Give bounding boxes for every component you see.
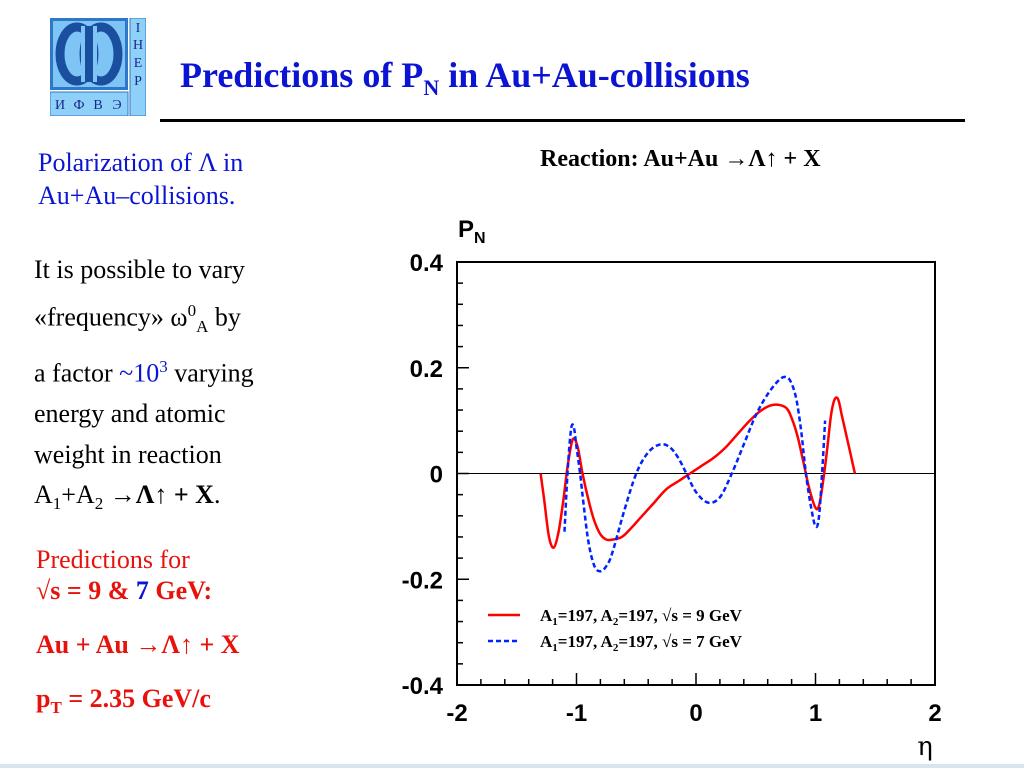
legend-label-part: A (540, 606, 553, 625)
logo-bottom-letters: И Ф В Э (55, 98, 122, 113)
y-tick-label: 0 (430, 462, 443, 489)
y-tick-label: 0.4 (410, 250, 444, 277)
legend-label-part: =197, A (558, 632, 614, 651)
chart-title: Reaction: Au+Au →Λ↑ + X (540, 146, 821, 172)
logo-side-letter: I (136, 21, 141, 36)
polarization-chart: -2 -1 0 1 20.40.20-0.2-0.4 A1=197, A2=197, √… (402, 216, 942, 762)
predictions-line: √s = 9 & 7 GeV: (36, 575, 240, 607)
logo-bottom-letter: И (55, 98, 65, 113)
legend-label-part: 2 (613, 616, 619, 628)
logo-bottom-letter: Ф (73, 98, 84, 113)
slide-title: Predictions of PN in Au+Au-collisions (180, 54, 750, 101)
text-sup: 0 (187, 300, 197, 320)
text-sup: 3 (159, 356, 168, 376)
text-run: varying (167, 358, 254, 388)
tick-labels: -2 -1 0 1 2 0.4 0.2 0 -0.2 -0.4 (402, 250, 942, 727)
legend-label-part: =197, √s = 7 GeV (618, 632, 742, 651)
text-run-bold: Λ↑ + X (135, 480, 214, 509)
predictions-block: Predictions for √s = 9 & 7 GeV: Au + Au … (36, 545, 240, 724)
text-sub: 1 (52, 494, 62, 514)
description-line: energy and atomic (34, 399, 226, 428)
predictions-line: pT = 2.35 GeV/c (36, 683, 240, 724)
title-post: in Au+Au-collisions (439, 55, 750, 95)
legend-label-part: A (540, 632, 553, 651)
subtitle-line: Au+Au–collisions. (38, 181, 236, 210)
text-sub: A (196, 316, 209, 336)
description-line: A1+A2 →Λ↑ + X. (34, 475, 334, 525)
text-run-blue: ~10 (119, 358, 160, 388)
series-lines (539, 375, 857, 573)
text-run: A (34, 480, 53, 509)
text-run: a factor (34, 358, 120, 388)
predictions-line: Au + Au →Λ↑ + X (36, 630, 240, 659)
description-paragraph: It is possible to vary «frequency» ω0A b… (34, 250, 334, 525)
y-tick-label: -0.2 (402, 567, 443, 594)
subtitle-line: Polarization of Λ in (38, 148, 244, 177)
text-run-blue: 7 (135, 576, 149, 605)
left-subtitle: Polarization of Λ in Au+Au–collisions. (38, 146, 243, 212)
text-run: by (208, 302, 241, 332)
logo-bottom-letter: В (93, 98, 102, 113)
x-axis-label: η (917, 732, 933, 762)
description-line: It is possible to vary (34, 255, 245, 284)
legend-label-part: 1 (552, 616, 558, 628)
legend-label-part: =197, √s = 9 GeV (618, 606, 742, 625)
logo-side-letter: E (134, 56, 143, 71)
description-line: «frequency» ω0A by (34, 291, 334, 347)
text-run: . (213, 480, 221, 509)
title-pre: Predictions of P (180, 55, 424, 95)
text-run: «frequency» ω (34, 302, 188, 332)
axis-ticks (456, 261, 936, 686)
logo-bottom-letter: Э (112, 98, 121, 113)
title-sub: N (423, 75, 440, 101)
logo-side-letters: I H E P (133, 21, 143, 89)
legend-label: A1=197, A2=197, √s = 9 GeV (540, 606, 743, 628)
footer-line (0, 764, 1024, 768)
text-sub: T (50, 698, 62, 718)
legend-label: A1=197, A2=197, √s = 7 GeV (540, 632, 743, 654)
text-run: = 2.35 GeV/c (61, 684, 211, 713)
x-tick-label: 2 (928, 700, 941, 727)
ihep-logo: I H E P И Ф В Э (49, 17, 147, 117)
logo-side-letter: P (134, 74, 142, 89)
legend-label-part: 1 (552, 642, 558, 654)
legend-label-part: 2 (613, 642, 619, 654)
y-axis-label-main: P (458, 216, 474, 243)
series-line-9gev (539, 396, 857, 549)
text-run: GeV: (148, 576, 213, 605)
predictions-line: Predictions for (36, 545, 190, 574)
description-line: weight in reaction (34, 439, 222, 469)
logo-side-letter: H (133, 38, 143, 53)
x-tick-label: -2 (446, 700, 467, 727)
title-rule (160, 119, 965, 122)
description-line: a factor ~103 varying (34, 347, 334, 394)
x-tick-label: -1 (566, 700, 587, 727)
text-run: √s = 9 & (36, 576, 136, 605)
text-run: → (103, 480, 136, 509)
legend-label-part: =197, A (558, 606, 614, 625)
y-tick-label: 0.2 (410, 356, 443, 383)
y-tick-label: -0.4 (402, 673, 444, 700)
series-line-7gev (563, 375, 827, 573)
x-tick-label: 1 (809, 700, 822, 727)
text-sub: 2 (94, 494, 104, 514)
text-run: p (36, 684, 51, 713)
y-axis-label: PN (458, 216, 486, 247)
y-axis-label-sub: N (474, 230, 486, 247)
x-tick-label: 0 (689, 700, 702, 727)
text-run: +A (61, 480, 95, 509)
